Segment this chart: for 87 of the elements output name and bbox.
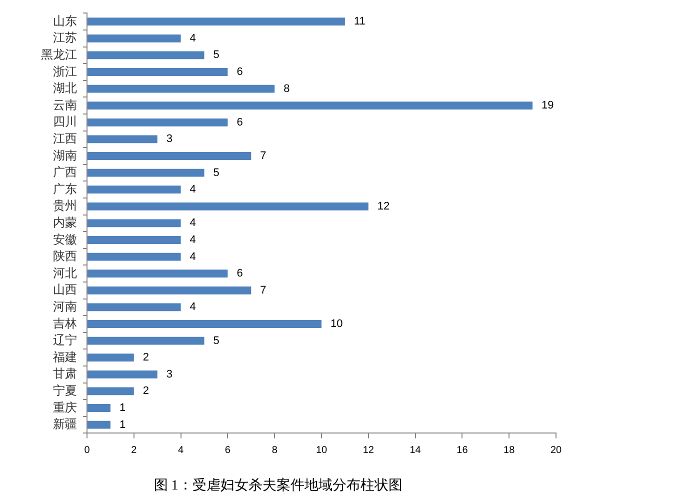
bar (88, 236, 181, 244)
text: 图 1：受虐妇女杀夫案件地域分布柱状图 (154, 476, 402, 494)
x-tick-label: 14 (410, 444, 422, 456)
y-tick-label: 内蒙 (53, 216, 77, 230)
bar (88, 354, 134, 362)
bar (88, 420, 110, 429)
bar (88, 270, 228, 278)
y-tick-label: 宁夏 (53, 384, 77, 398)
y-tick-label: 吉林 (53, 316, 77, 330)
bar (88, 219, 181, 228)
data-label: 19 (542, 100, 554, 112)
data-label: 10 (330, 318, 343, 330)
y-tick-label: 甘肃 (53, 366, 77, 381)
bar (88, 34, 181, 42)
x-tick-label: 0 (84, 444, 90, 456)
y-tick-label: 河北 (53, 266, 77, 280)
data-label: 8 (284, 82, 290, 95)
bar (88, 252, 181, 261)
bar (88, 18, 345, 26)
x-tick-label: 8 (272, 444, 278, 456)
data-label: 4 (190, 301, 196, 314)
y-tick-label: 陕西 (53, 249, 77, 264)
y-tick-label: 山西 (53, 282, 77, 297)
bar (88, 303, 181, 312)
bar (88, 68, 228, 76)
x-tick-label: 10 (316, 444, 328, 456)
data-label: 1 (119, 418, 126, 431)
data-label: 7 (260, 150, 266, 162)
bar (88, 102, 533, 110)
y-tick-label: 四川 (53, 114, 77, 129)
bar (88, 118, 228, 126)
data-label: 5 (213, 166, 220, 179)
y-tick-label: 安徽 (53, 232, 77, 246)
y-tick-label: 黑龙江 (41, 48, 77, 62)
x-tick-label: 12 (362, 444, 374, 456)
bar (88, 84, 275, 93)
data-label: 5 (213, 49, 220, 62)
x-tick-label: 18 (504, 444, 516, 456)
bar (88, 168, 204, 177)
x-tick-label: 16 (456, 444, 468, 456)
data-label: 3 (166, 368, 172, 380)
y-tick-label: 云南 (53, 98, 77, 112)
bar (88, 387, 134, 396)
y-tick-label: 浙江 (53, 64, 77, 78)
bar (88, 404, 110, 412)
data-label: 3 (166, 133, 172, 146)
y-tick-label: 河南 (53, 300, 77, 314)
bar (88, 370, 158, 378)
y-tick-label: 福建 (53, 350, 77, 364)
y-tick-label: 山东 (53, 14, 77, 28)
x-tick-label: 20 (550, 444, 562, 456)
y-tick-label: 江苏 (53, 30, 77, 45)
bar (88, 135, 158, 144)
x-tick-label: 6 (224, 444, 231, 456)
data-label: 4 (190, 217, 196, 230)
y-tick-label: 辽宁 (53, 333, 77, 348)
bar (88, 152, 252, 160)
bar (88, 286, 252, 294)
data-label: 6 (236, 66, 243, 78)
y-tick-label: 湖北 (53, 81, 77, 96)
y-tick-label: 广西 (53, 165, 77, 180)
y-tick-label: 广东 (53, 182, 77, 196)
data-label: 5 (213, 334, 220, 347)
data-label: 4 (190, 234, 196, 246)
data-label: 2 (142, 352, 150, 364)
data-label: 6 (236, 116, 243, 128)
y-tick-label: 湖南 (53, 148, 77, 162)
bar (88, 320, 322, 328)
bar (88, 336, 204, 345)
bar (88, 186, 181, 194)
y-tick-label: 新疆 (53, 417, 77, 432)
data-label: 1 (119, 402, 126, 414)
data-label: 4 (190, 32, 196, 44)
data-label: 7 (260, 284, 266, 296)
data-label: 2 (142, 385, 150, 398)
data-label: 6 (236, 268, 243, 280)
data-label: 12 (377, 200, 390, 212)
x-tick-label: 4 (178, 444, 184, 456)
x-tick-label: 2 (131, 444, 138, 456)
data-label: 11 (354, 16, 366, 28)
y-tick-label: 重庆 (53, 400, 77, 414)
y-tick-label: 江西 (53, 132, 77, 146)
data-label: 4 (190, 250, 196, 263)
data-label: 4 (190, 184, 196, 196)
bar (88, 202, 368, 210)
bar (88, 51, 204, 60)
y-tick-label: 贵州 (53, 198, 77, 213)
